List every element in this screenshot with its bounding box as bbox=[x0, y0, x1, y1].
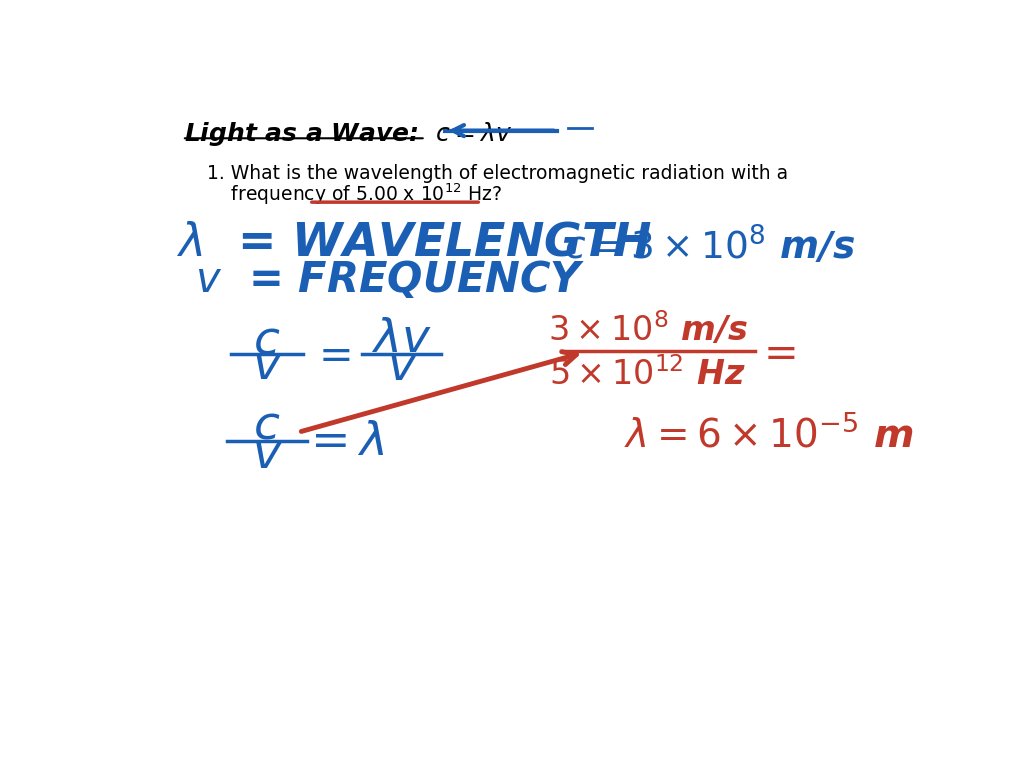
Text: $=$: $=$ bbox=[310, 333, 350, 375]
Text: $3\times10^{8}$ m/s: $3\times10^{8}$ m/s bbox=[548, 310, 748, 348]
Text: $c$: $c$ bbox=[253, 404, 281, 449]
Text: $v$: $v$ bbox=[252, 344, 283, 389]
Text: $= \lambda$: $= \lambda$ bbox=[301, 420, 384, 465]
Text: 1. What is the wavelength of electromagnetic radiation with a: 1. What is the wavelength of electromagn… bbox=[207, 164, 788, 184]
Text: Light as a Wave:  $c = \lambda v$: Light as a Wave: $c = \lambda v$ bbox=[183, 120, 512, 147]
Text: $v$  = FREQUENCY: $v$ = FREQUENCY bbox=[196, 260, 586, 301]
Text: $v$: $v$ bbox=[252, 432, 283, 478]
Text: $\lambda v$: $\lambda v$ bbox=[372, 317, 432, 362]
Text: $5\times10^{12}$ Hz: $5\times10^{12}$ Hz bbox=[550, 357, 746, 392]
Text: $c = 3\times10^8$ m/s: $c = 3\times10^8$ m/s bbox=[564, 224, 856, 267]
Text: $\lambda = 6\times10^{-5}$ m: $\lambda = 6\times10^{-5}$ m bbox=[624, 415, 913, 455]
Text: $v$: $v$ bbox=[386, 346, 417, 390]
Text: frequency of 5.00 x 10$^{12}$ Hz?: frequency of 5.00 x 10$^{12}$ Hz? bbox=[207, 181, 503, 207]
Text: $\lambda$  = WAVELENGTH: $\lambda$ = WAVELENGTH bbox=[176, 220, 651, 266]
Text: $c$: $c$ bbox=[253, 318, 281, 363]
Text: $=$: $=$ bbox=[755, 331, 795, 373]
